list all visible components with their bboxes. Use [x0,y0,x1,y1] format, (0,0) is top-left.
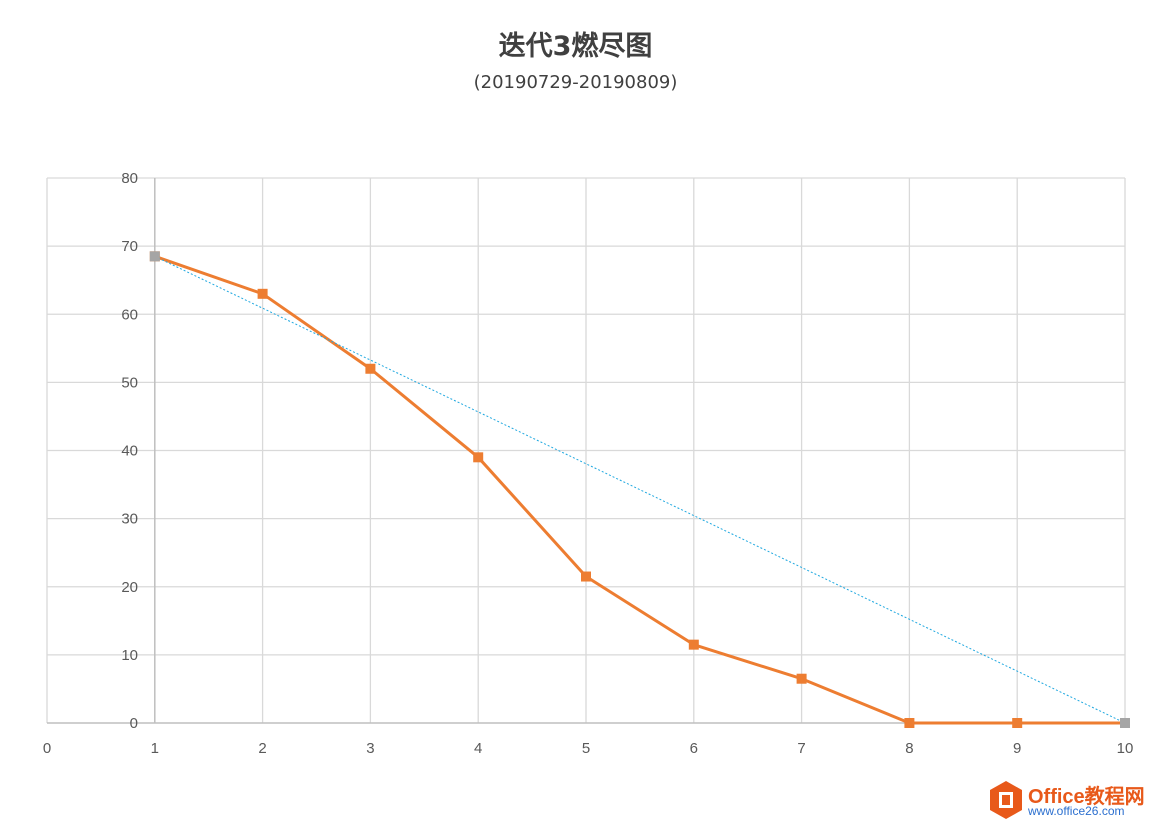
watermark-name: Office教程网 [1028,786,1145,808]
watermark: Office教程网 www.office26.com [988,778,1148,824]
x-tick-label: 8 [905,740,913,757]
x-tick-label: 7 [797,740,805,757]
y-tick-label: 10 [121,647,138,664]
series-1-marker [365,363,376,374]
watermark-site: www.office26.com [1028,804,1125,818]
series-1-marker [904,718,915,728]
y-tick-label: 50 [121,374,138,391]
x-tick-label: 4 [474,740,482,757]
x-tick-label: 1 [151,740,159,757]
series-1-marker [581,571,591,582]
x-tick-label: 5 [582,740,590,757]
chart-subtitle: (20190729-20190809) [473,72,678,93]
grid-lines [46,177,1126,723]
series-2-marker [149,251,160,262]
x-tick-label: 3 [366,740,374,757]
x-tick-label: 9 [1013,740,1021,757]
series-1-marker [1012,718,1023,728]
series-2-line [154,255,1126,724]
x-tick-label: 6 [690,740,698,757]
series-1-marker [473,452,484,463]
x-tick-label: 0 [43,740,51,757]
x-tick-label: 2 [258,740,266,757]
series-group [149,251,1130,728]
y-tick-label: 20 [121,579,138,596]
series-1-marker [688,639,699,650]
series-1-marker [257,288,268,299]
series-2-marker [1120,718,1130,728]
y-tick-label: 70 [121,238,138,255]
series-1-marker [796,673,807,684]
y-tick-label: 0 [130,715,138,732]
y-tick-label: 40 [121,443,138,460]
chart-title: 迭代3燃尽图 [498,31,653,62]
y-tick-label: 80 [121,170,138,187]
y-tick-label: 30 [121,511,138,528]
x-tick-label: 10 [1117,740,1134,757]
y-tick-label: 60 [121,306,138,323]
series-1-line [154,254,1125,725]
office-logo-icon [990,781,1022,819]
